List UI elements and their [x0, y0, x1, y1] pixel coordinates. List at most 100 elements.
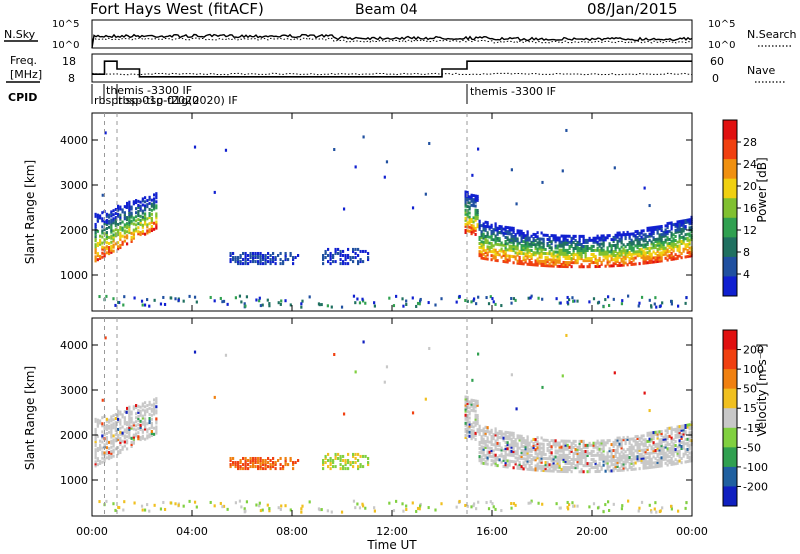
power-cell: [516, 259, 519, 263]
power-cell: [110, 224, 113, 228]
power-cell: [352, 247, 355, 251]
power-cell: [560, 244, 563, 248]
power-cell: [334, 249, 337, 253]
velocity-cell: [546, 447, 549, 451]
velocity-cell: [666, 431, 669, 435]
velocity-cell: [662, 435, 665, 439]
power-cell: [678, 222, 681, 226]
velocity-cell: [108, 424, 111, 428]
velocity-cell: [637, 509, 640, 513]
velocity-cell: [137, 417, 140, 421]
power-cell: [119, 205, 122, 209]
velocity-cell: [267, 461, 270, 465]
power-cell: [540, 251, 543, 255]
velocity-cell: [536, 442, 539, 446]
velocity-cell: [112, 440, 115, 444]
power-cell: [468, 195, 471, 199]
freq-panel: Freq. [MHz] 18 8 60 0 Nave: [6, 53, 785, 85]
velocity-cell: [464, 407, 467, 411]
velocity-cell: [96, 463, 99, 467]
power-cell: [94, 214, 97, 218]
power-cell: [678, 226, 681, 230]
power-cell: [510, 228, 513, 232]
freq-tick-bottom: 8: [68, 72, 75, 85]
velocity-cell: [578, 460, 581, 464]
power-cell: [530, 261, 533, 265]
power-cell: [584, 255, 587, 259]
velocity-cell: [472, 405, 475, 409]
power-cell: [688, 220, 691, 224]
velocity-cell: [566, 466, 569, 470]
velocity-cell: [135, 434, 138, 438]
velocity-cell: [594, 470, 597, 474]
power-cell: [135, 227, 138, 231]
velocity-cell: [150, 429, 153, 433]
velocity-cell: [554, 449, 557, 453]
velocity-cell: [337, 456, 340, 460]
power-cell: [620, 235, 623, 239]
velocity-cell: [103, 459, 106, 463]
velocity-cell: [562, 455, 565, 459]
power-cell: [477, 295, 480, 299]
power-cell: [528, 260, 531, 264]
power-cell: [628, 259, 631, 263]
velocity-cell: [141, 414, 144, 418]
velocity-cell: [249, 456, 252, 460]
velocity-cell: [264, 463, 267, 467]
velocity-cell: [455, 505, 458, 509]
velocity-cell: [686, 425, 689, 429]
power-cell: [528, 262, 531, 266]
power-cell: [654, 256, 657, 260]
power-cell: [582, 265, 585, 269]
velocity-cell: [618, 444, 621, 448]
power-cell: [490, 229, 493, 233]
velocity-cell: [105, 427, 108, 431]
velocity-cell: [117, 450, 120, 454]
velocity-cell: [494, 461, 497, 465]
velocity-cell: [150, 423, 153, 427]
power-cell: [664, 256, 667, 260]
power-cell: [137, 203, 140, 207]
velocity-cell: [128, 427, 131, 431]
velocity-cell: [141, 436, 144, 440]
power-cell: [654, 252, 657, 256]
power-cell: [112, 297, 115, 301]
velocity-cell: [117, 419, 120, 423]
power-cell: [632, 246, 635, 250]
power-cell: [630, 248, 633, 252]
velocity-cell: [650, 465, 653, 469]
power-cell: [586, 257, 589, 261]
velocity-cell: [484, 429, 487, 433]
power-cell: [480, 254, 483, 258]
power-cell: [105, 241, 108, 245]
velocity-cell: [510, 445, 513, 449]
velocity-cell: [594, 445, 597, 449]
velocity-cell: [664, 453, 667, 457]
power-cell: [566, 295, 569, 299]
velocity-cell: [666, 441, 669, 445]
power-cell: [526, 232, 529, 236]
velocity-cell: [405, 507, 408, 511]
power-cell: [128, 206, 131, 210]
power-cell: [594, 254, 597, 258]
power-cell: [620, 302, 624, 306]
power-cell: [542, 251, 545, 255]
power-cell: [117, 231, 120, 235]
velocity-cell: [602, 441, 605, 445]
velocity-cell: [656, 460, 659, 464]
velocity-cell: [254, 456, 257, 460]
power-cell: [562, 264, 565, 268]
velocity-cell: [532, 468, 535, 472]
power-cell: [526, 256, 529, 260]
velocity-cell: [590, 453, 593, 457]
velocity-cell: [624, 460, 627, 464]
velocity-cell: [132, 435, 135, 439]
power-cell: [682, 235, 685, 239]
velocity-cell: [352, 465, 355, 469]
power-cell: [544, 262, 547, 266]
velocity-cell: [558, 455, 561, 459]
velocity-cell: [554, 465, 557, 469]
velocity-cell: [486, 450, 489, 454]
velocity-cell: [257, 456, 260, 460]
power-cell: [620, 233, 623, 237]
